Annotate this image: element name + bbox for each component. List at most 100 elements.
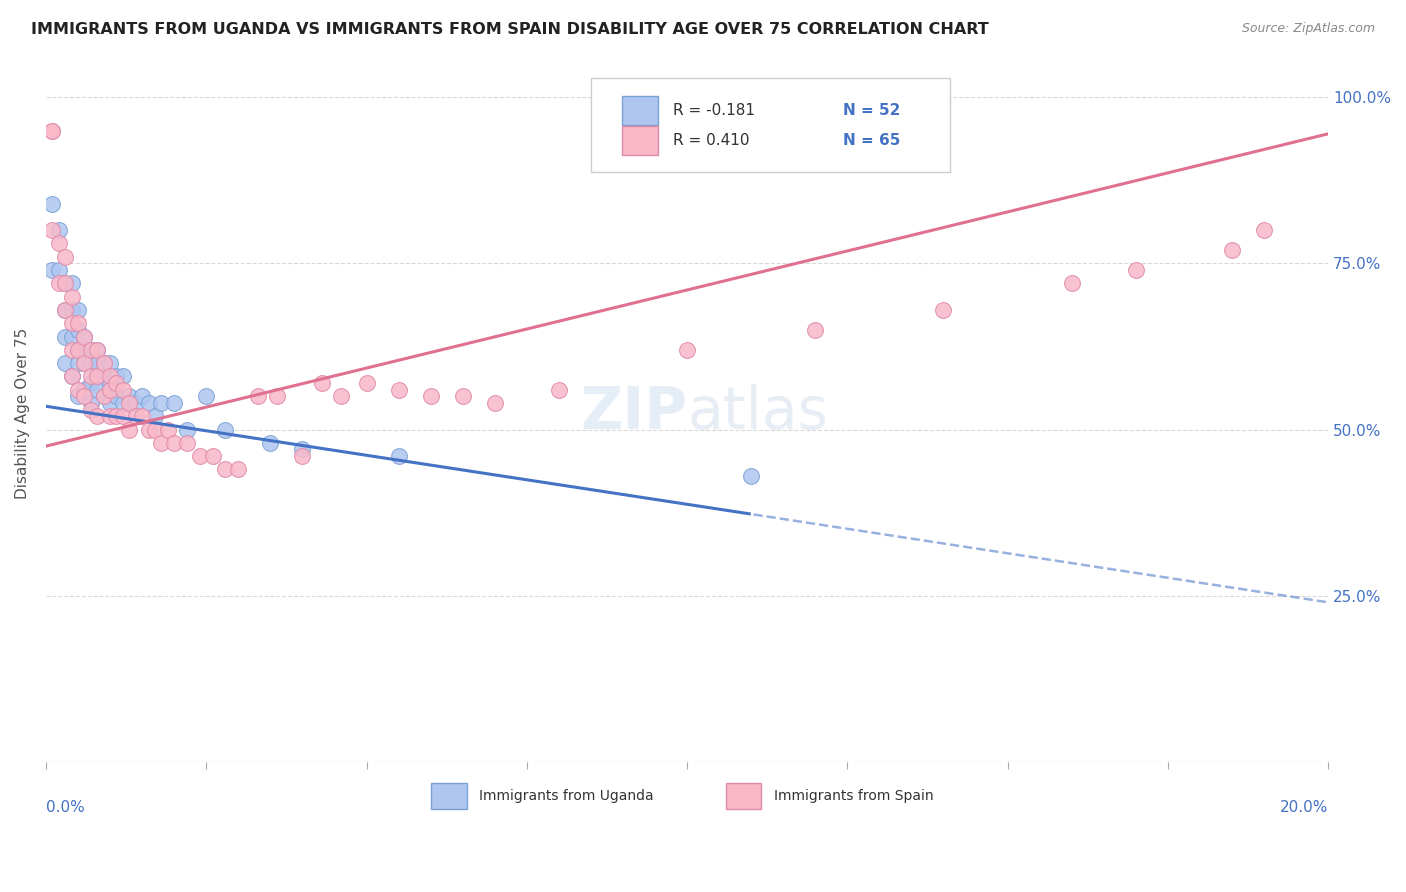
- Text: 0.0%: 0.0%: [46, 800, 84, 815]
- Point: [111, 396, 134, 410]
- Point: [86, 343, 108, 357]
- Text: 20.0%: 20.0%: [1279, 800, 1329, 815]
- Point: [163, 396, 186, 410]
- Text: R = 0.410: R = 0.410: [673, 133, 749, 148]
- Point: [80, 402, 103, 417]
- Point: [66, 323, 89, 337]
- Point: [138, 396, 160, 410]
- Point: [356, 376, 378, 390]
- Point: [201, 449, 224, 463]
- Text: N = 65: N = 65: [844, 133, 901, 148]
- Point: [118, 389, 141, 403]
- Point: [311, 376, 333, 390]
- Point: [66, 356, 89, 370]
- Point: [291, 442, 314, 457]
- Point: [73, 329, 96, 343]
- Point: [66, 343, 89, 357]
- Point: [41, 196, 63, 211]
- Point: [60, 290, 83, 304]
- Point: [105, 389, 128, 403]
- Point: [419, 389, 441, 403]
- Text: N = 52: N = 52: [844, 103, 901, 119]
- Point: [86, 409, 108, 424]
- Point: [80, 369, 103, 384]
- Point: [53, 250, 76, 264]
- Point: [80, 343, 103, 357]
- Text: Source: ZipAtlas.com: Source: ZipAtlas.com: [1241, 22, 1375, 36]
- Point: [60, 369, 83, 384]
- Point: [48, 263, 70, 277]
- Point: [259, 435, 281, 450]
- Point: [547, 383, 569, 397]
- Point: [73, 356, 96, 370]
- Y-axis label: Disability Age Over 75: Disability Age Over 75: [15, 327, 30, 499]
- Point: [86, 383, 108, 397]
- Point: [53, 277, 76, 291]
- Point: [66, 343, 89, 357]
- Point: [176, 435, 198, 450]
- Point: [143, 423, 166, 437]
- Point: [93, 389, 115, 403]
- Point: [66, 302, 89, 317]
- Point: [125, 409, 148, 424]
- Point: [86, 343, 108, 357]
- Point: [150, 396, 173, 410]
- Point: [80, 343, 103, 357]
- Point: [73, 389, 96, 403]
- FancyBboxPatch shape: [621, 96, 658, 126]
- Point: [53, 329, 76, 343]
- Point: [387, 383, 409, 397]
- Point: [131, 389, 153, 403]
- Point: [105, 409, 128, 424]
- FancyBboxPatch shape: [430, 782, 467, 809]
- Point: [98, 383, 121, 397]
- Point: [214, 462, 236, 476]
- Point: [53, 302, 76, 317]
- Point: [111, 383, 134, 397]
- Point: [98, 376, 121, 390]
- Point: [41, 263, 63, 277]
- Point: [53, 302, 76, 317]
- Point: [98, 369, 121, 384]
- Point: [1125, 263, 1147, 277]
- Point: [80, 376, 103, 390]
- Point: [53, 277, 76, 291]
- FancyBboxPatch shape: [725, 782, 762, 809]
- Point: [387, 449, 409, 463]
- Point: [156, 423, 179, 437]
- Point: [195, 389, 218, 403]
- Point: [80, 356, 103, 370]
- Point: [804, 323, 827, 337]
- Point: [48, 223, 70, 237]
- Point: [138, 423, 160, 437]
- Point: [150, 435, 173, 450]
- Point: [143, 409, 166, 424]
- Point: [60, 302, 83, 317]
- Point: [53, 356, 76, 370]
- Point: [246, 389, 269, 403]
- Point: [188, 449, 211, 463]
- Point: [291, 449, 314, 463]
- Point: [111, 369, 134, 384]
- Point: [66, 316, 89, 330]
- Point: [105, 369, 128, 384]
- Point: [93, 369, 115, 384]
- Point: [98, 396, 121, 410]
- Point: [111, 409, 134, 424]
- Point: [93, 356, 115, 370]
- Text: R = -0.181: R = -0.181: [673, 103, 755, 119]
- Point: [60, 329, 83, 343]
- Point: [1253, 223, 1275, 237]
- Point: [73, 343, 96, 357]
- Point: [48, 277, 70, 291]
- Point: [176, 423, 198, 437]
- Text: atlas: atlas: [688, 384, 828, 442]
- Point: [86, 356, 108, 370]
- Point: [60, 369, 83, 384]
- Point: [41, 123, 63, 137]
- Point: [1060, 277, 1083, 291]
- Point: [66, 389, 89, 403]
- Point: [86, 369, 108, 384]
- Point: [60, 277, 83, 291]
- Point: [266, 389, 288, 403]
